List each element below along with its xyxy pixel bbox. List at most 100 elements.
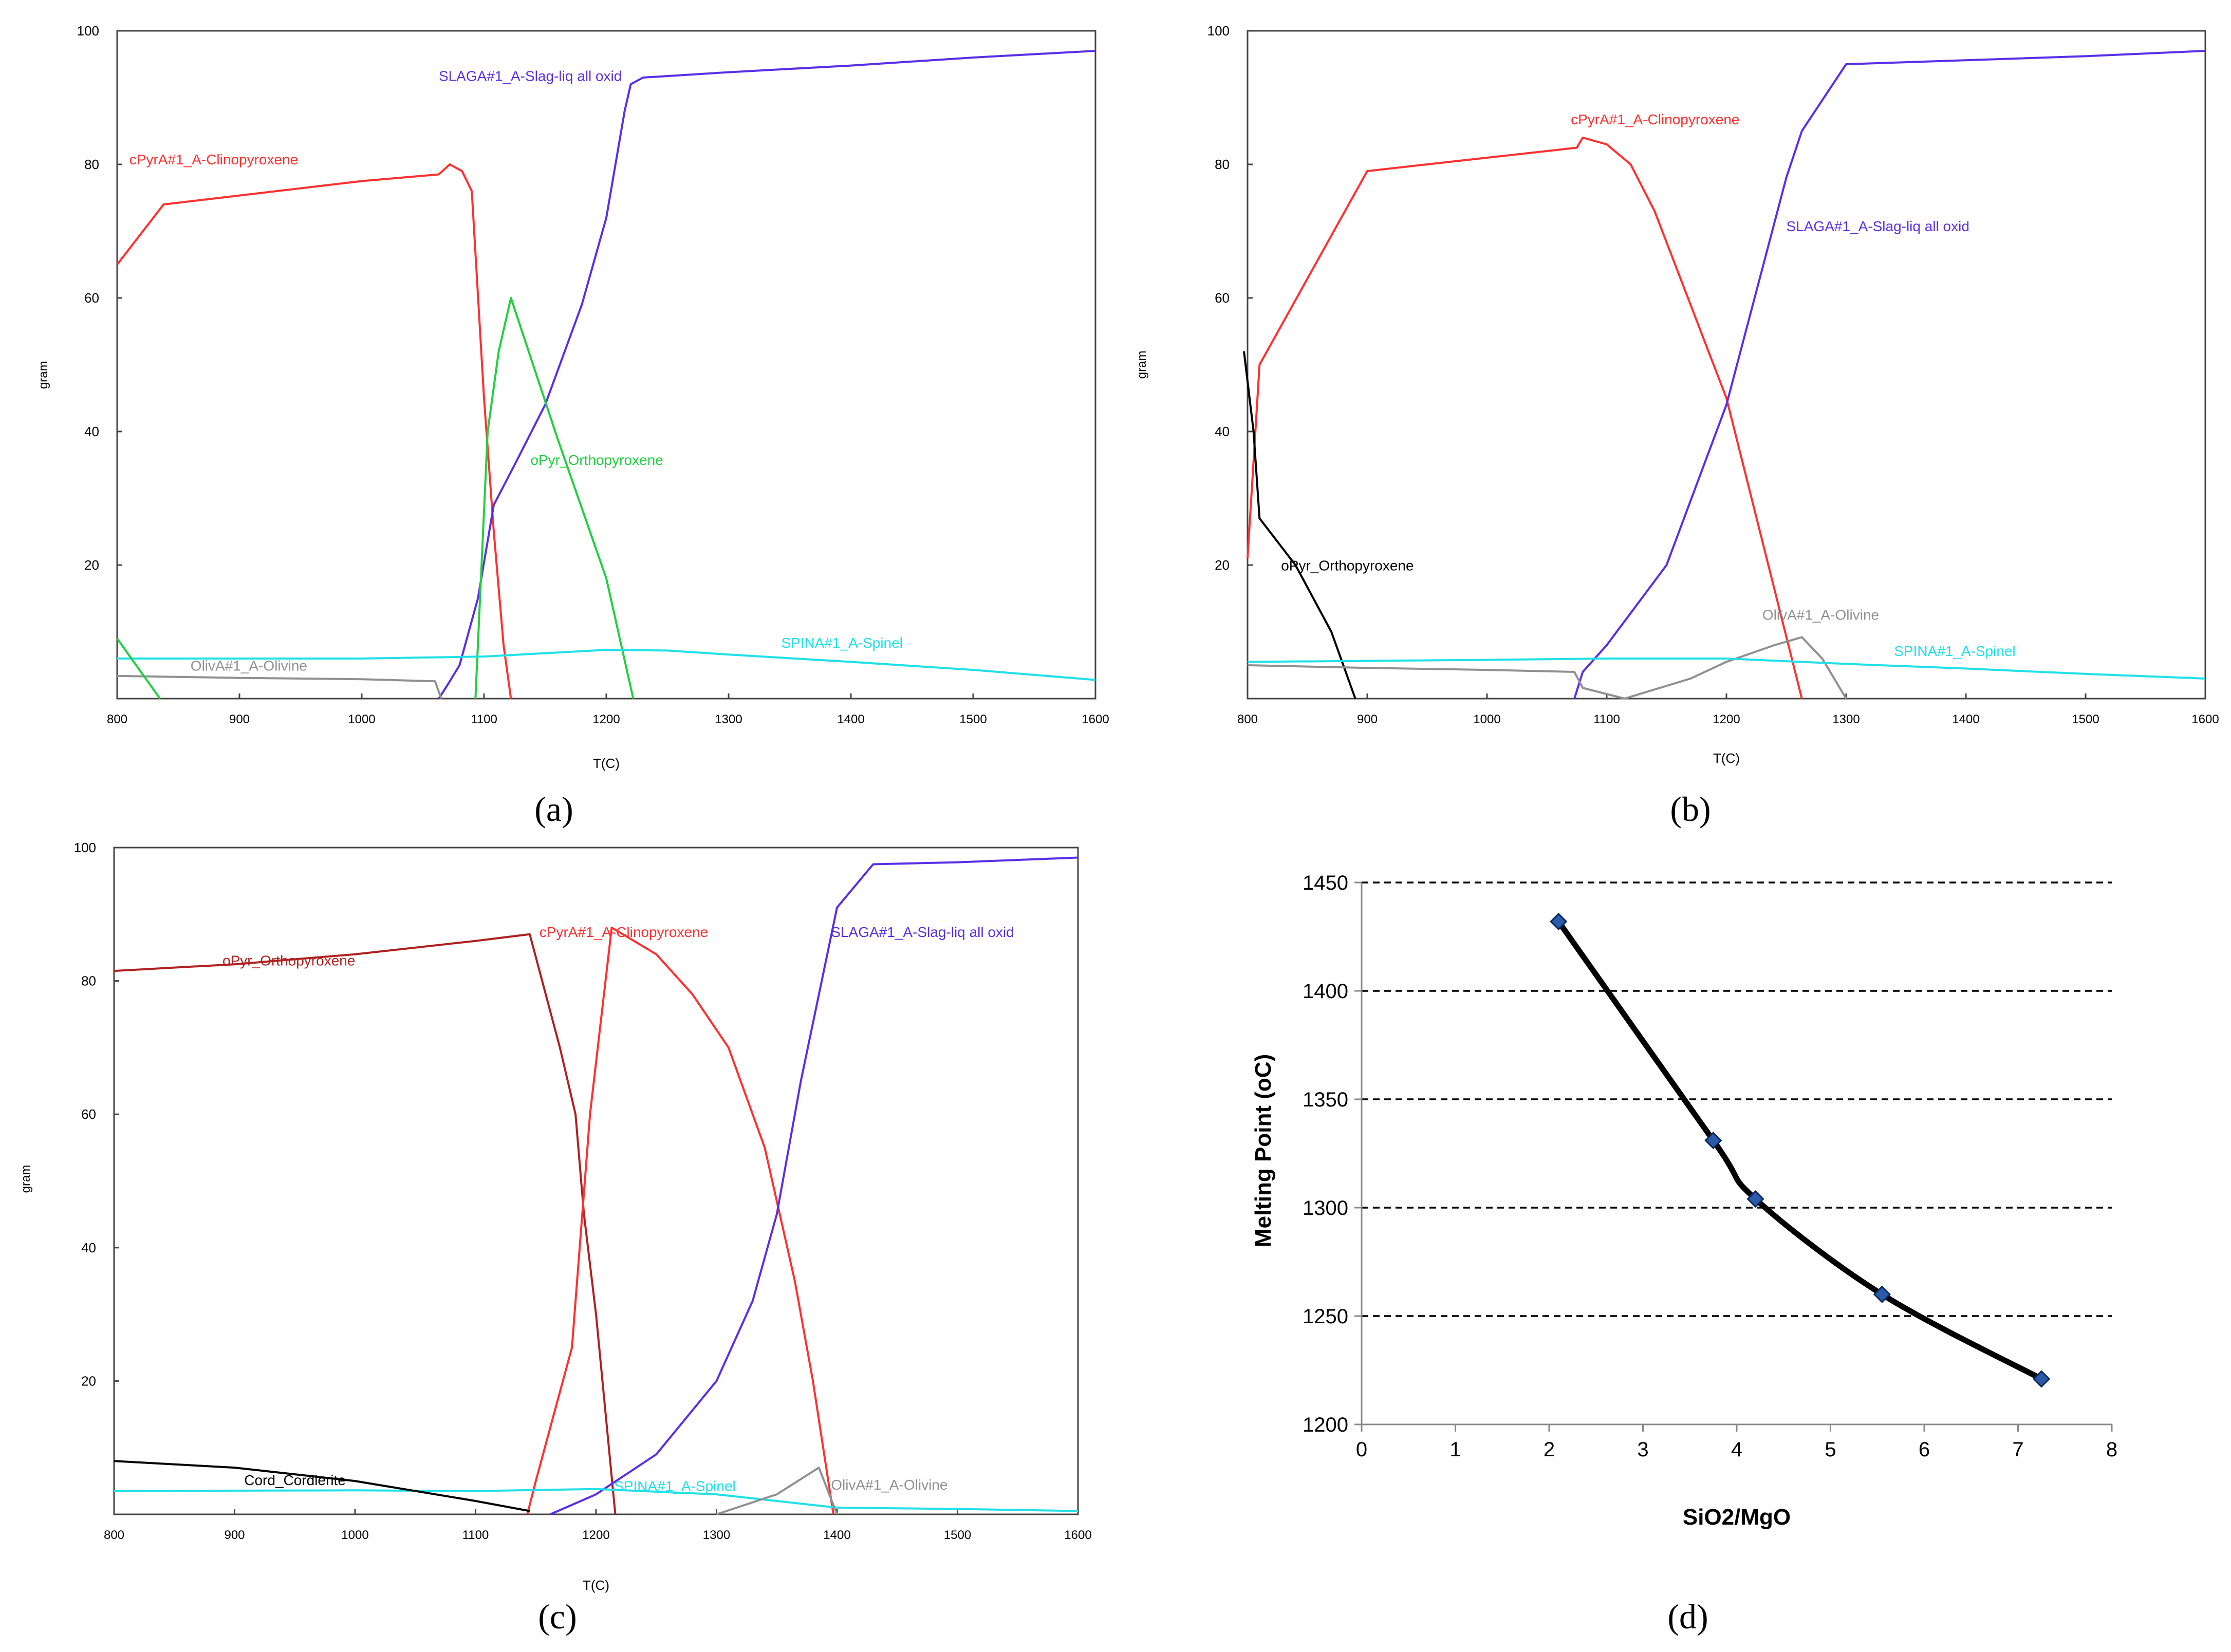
y-tick-label: 100 xyxy=(1207,23,1230,39)
x-tick-label: 1100 xyxy=(1593,712,1620,726)
x-tick-label: 900 xyxy=(1357,712,1378,726)
plot-frame xyxy=(1247,30,2206,700)
y-tick-label: 80 xyxy=(81,973,96,989)
series-label: oPyr_Orthopyroxene xyxy=(222,953,355,969)
series-line-slaga-1-a-slag-liq-all-oxid xyxy=(438,50,1096,700)
series-line-spina-1-a-spinel xyxy=(114,1488,1079,1512)
series-label: cPyrA#1_A-Clinopyroxene xyxy=(540,924,708,940)
y-tick-label: 20 xyxy=(81,1373,96,1388)
x-tick-label: 800 xyxy=(1237,712,1258,726)
y-tick-label: 80 xyxy=(1215,157,1230,172)
data-point-marker xyxy=(1704,1132,1722,1150)
x-tick-label: 8 xyxy=(2106,1438,2117,1461)
y-tick-label: 60 xyxy=(84,290,99,306)
x-axis-label: SiO2/MgO xyxy=(1683,1505,1791,1530)
y-axis-label: gram xyxy=(1135,351,1149,379)
x-axis-label: T(C) xyxy=(583,1578,609,1593)
series-line-spina-1-a-spinel xyxy=(1247,658,2206,680)
x-tick-label: 1400 xyxy=(823,1528,850,1542)
x-tick-label: 2 xyxy=(1544,1438,1555,1461)
series-line-slaga-1-a-slag-liq-all-oxid xyxy=(1573,50,2206,699)
data-point-marker xyxy=(1873,1285,1891,1303)
x-tick-label: 1000 xyxy=(348,712,375,726)
x-tick-label: 7 xyxy=(2012,1438,2023,1461)
series-line-oliva-1-a-olivine xyxy=(716,1467,838,1515)
y-axis-label: gram xyxy=(19,1165,33,1193)
x-tick-label: 6 xyxy=(1919,1438,1930,1461)
y-axis-label: Melting Point (oC) xyxy=(1251,1054,1276,1247)
series-line-spina-1-a-spinel xyxy=(117,649,1096,681)
series-label: OlivA#1_A-Olivine xyxy=(1762,607,1879,623)
x-tick-label: 1500 xyxy=(959,712,987,726)
series-label: cPyrA#1_A-Clinopyroxene xyxy=(1571,111,1739,127)
x-tick-label: 800 xyxy=(107,712,127,726)
series-label: OlivA#1_A-Olivine xyxy=(831,1477,947,1493)
plot-frame xyxy=(113,847,1079,1515)
series-label: SPINA#1_A-Spinel xyxy=(1894,643,2016,659)
y-tick-label: 100 xyxy=(74,840,96,855)
x-axis-label: T(C) xyxy=(1713,750,1740,766)
x-tick-label: 900 xyxy=(229,712,250,726)
x-tick-label: 1300 xyxy=(715,712,742,726)
x-tick-label: 1500 xyxy=(944,1528,971,1542)
x-tick-label: 800 xyxy=(104,1528,124,1542)
chart-panel-d: 1200 1250 1300 1350 1400 1450 0 1 2 3 4 5 6 7 8 SiO2/Mg… xyxy=(1251,872,2117,1636)
y-tick-label: 1200 xyxy=(1303,1414,1348,1436)
series-label: SLAGA#1_A-Slag-liq all oxid xyxy=(1787,218,1969,234)
series-label: SLAGA#1_A-Slag-liq all oxid xyxy=(439,68,622,84)
y-tick-label: 1250 xyxy=(1303,1305,1348,1328)
chart-panel-a: 20 40 60 80 100 800 900 1000 1100 1200 1300 1400 150… xyxy=(36,23,1109,829)
x-tick-label: 1200 xyxy=(1713,712,1740,726)
plot-frame xyxy=(116,30,1096,700)
y-tick-label: 1400 xyxy=(1303,980,1348,1003)
series-line-cord-cordierite xyxy=(114,1460,530,1512)
series-line-opyr-orthopyroxene xyxy=(114,933,617,1515)
series-label: SLAGA#1_A-Slag-liq all oxid xyxy=(831,924,1014,940)
panel-caption-b: (b) xyxy=(1670,790,1711,829)
series-line-cpyra-1-a-clinopyroxene xyxy=(116,163,512,699)
x-tick-label: 1300 xyxy=(703,1528,730,1542)
series-line-cpyra-1-a-clinopyroxene xyxy=(526,926,834,1515)
panel-caption-a: (a) xyxy=(534,790,573,829)
series-line-cpyra-1-a-clinopyroxene xyxy=(1247,137,1803,699)
x-tick-label: 1200 xyxy=(582,1528,609,1542)
x-tick-label: 1000 xyxy=(1473,712,1500,726)
x-tick-label: 5 xyxy=(1825,1438,1836,1461)
y-tick-label: 40 xyxy=(1215,424,1230,439)
panel-caption-d: (d) xyxy=(1667,1597,1708,1636)
series-line-oliva-1-a-olivine xyxy=(1247,636,1847,700)
x-tick-label: 1400 xyxy=(837,712,864,726)
series-label: oPyr_Orthopyroxene xyxy=(1281,557,1414,573)
x-tick-label: 1600 xyxy=(2191,712,2219,726)
y-tick-label: 20 xyxy=(1215,557,1230,573)
series-line-melting-point xyxy=(1555,918,2044,1382)
series-label: SPINA#1_A-Spinel xyxy=(781,635,903,651)
series-label: cPyrA#1_A-Clinopyroxene xyxy=(129,152,298,167)
y-tick-label: 1300 xyxy=(1303,1197,1348,1219)
series-line-opyr-orthopyroxene xyxy=(1243,351,1356,699)
x-tick-label: 1400 xyxy=(1952,712,1979,726)
x-tick-label: 3 xyxy=(1637,1438,1648,1461)
data-point-marker xyxy=(1746,1190,1764,1208)
series-line-unlabeled-segment xyxy=(116,637,161,700)
panel-caption-c: (c) xyxy=(538,1597,577,1636)
y-tick-label: 60 xyxy=(1215,290,1230,306)
y-tick-label: 100 xyxy=(77,23,99,39)
y-tick-label: 1450 xyxy=(1303,872,1348,894)
y-axis-label: gram xyxy=(36,361,50,389)
x-tick-label: 1300 xyxy=(1832,712,1860,726)
series-label: Cord_Cordierite xyxy=(244,1472,346,1488)
x-axis-label: T(C) xyxy=(593,756,620,771)
chart-panel-b: 20 40 60 80 100 800 900 1000 1100 1200 1300 1400 150… xyxy=(1135,23,2219,829)
x-tick-label: 0 xyxy=(1356,1438,1367,1461)
x-tick-label: 1600 xyxy=(1082,712,1109,726)
x-tick-label: 1200 xyxy=(592,712,620,726)
series-line-oliva-1-a-olivine xyxy=(117,674,442,699)
series-line-slaga-1-a-slag-liq-all-oxid xyxy=(550,856,1079,1515)
x-tick-label: 1100 xyxy=(471,712,497,726)
x-tick-label: 4 xyxy=(1731,1438,1742,1461)
x-tick-label: 1000 xyxy=(341,1528,368,1542)
series-label: OlivA#1_A-Olivine xyxy=(191,658,307,673)
x-tick-label: 1500 xyxy=(2072,712,2099,726)
